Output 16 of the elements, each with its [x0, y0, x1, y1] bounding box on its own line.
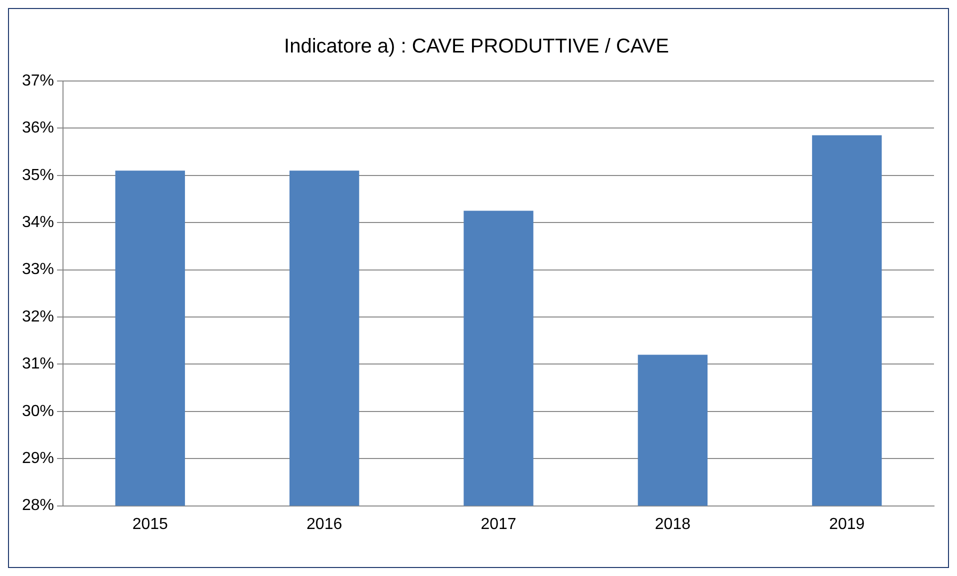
- x-tick-label: 2016: [306, 516, 342, 533]
- x-tick-label: 2018: [654, 516, 691, 533]
- y-tick-label: 34%: [22, 214, 54, 232]
- y-tick-label: 32%: [22, 308, 54, 326]
- y-tick-label: 36%: [22, 120, 54, 137]
- y-tick-label: 28%: [22, 497, 54, 514]
- y-tick-label: 35%: [22, 166, 54, 184]
- x-tick-label: 2019: [829, 516, 865, 533]
- y-tick-label: 31%: [22, 356, 54, 373]
- y-tick-label: 33%: [22, 261, 54, 278]
- x-tick-label: 2015: [132, 516, 168, 533]
- y-tick-label: 30%: [22, 402, 54, 420]
- chart-title: Indicatore a) : CAVE PRODUTTIVE / CAVE: [284, 36, 669, 58]
- y-tick-label: 37%: [22, 72, 54, 90]
- y-tick-label: 29%: [22, 450, 54, 468]
- x-tick-label: 2017: [480, 516, 516, 533]
